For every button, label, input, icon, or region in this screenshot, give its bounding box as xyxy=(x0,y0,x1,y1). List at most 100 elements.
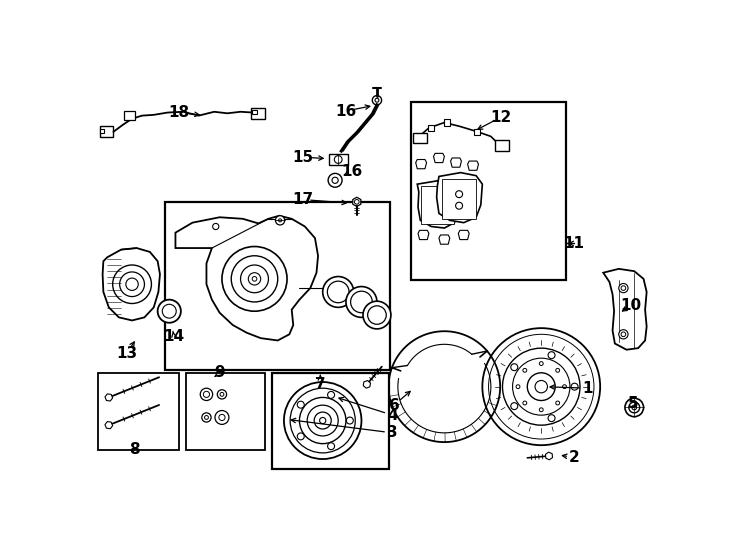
Text: 13: 13 xyxy=(116,346,137,361)
Circle shape xyxy=(511,364,517,370)
Circle shape xyxy=(619,330,628,339)
Circle shape xyxy=(372,96,382,105)
Bar xyxy=(428,125,435,131)
Polygon shape xyxy=(417,180,460,228)
Polygon shape xyxy=(468,161,479,170)
Circle shape xyxy=(503,348,580,425)
Circle shape xyxy=(241,265,269,293)
Text: 6: 6 xyxy=(388,397,399,413)
Text: 3: 3 xyxy=(387,426,398,440)
Bar xyxy=(165,202,390,370)
Circle shape xyxy=(621,332,625,336)
Circle shape xyxy=(355,200,359,204)
Polygon shape xyxy=(603,269,647,350)
Circle shape xyxy=(231,256,277,302)
Circle shape xyxy=(314,412,331,429)
Circle shape xyxy=(328,173,342,187)
Circle shape xyxy=(299,397,346,444)
Circle shape xyxy=(511,403,517,409)
Bar xyxy=(252,110,257,114)
Polygon shape xyxy=(363,381,371,388)
Text: 17: 17 xyxy=(292,192,313,207)
Bar xyxy=(411,102,566,280)
Polygon shape xyxy=(434,153,444,163)
Circle shape xyxy=(512,358,570,415)
Circle shape xyxy=(327,392,335,399)
Circle shape xyxy=(205,416,208,420)
Circle shape xyxy=(290,388,355,453)
Bar xyxy=(124,111,135,120)
Bar xyxy=(98,373,179,450)
Circle shape xyxy=(556,401,559,405)
Circle shape xyxy=(346,287,377,318)
Bar xyxy=(250,108,264,119)
Circle shape xyxy=(523,368,527,372)
Polygon shape xyxy=(458,231,469,240)
Circle shape xyxy=(368,306,386,325)
Circle shape xyxy=(297,433,304,440)
Bar xyxy=(413,132,426,143)
Text: 2: 2 xyxy=(569,450,580,465)
Circle shape xyxy=(539,408,543,411)
Polygon shape xyxy=(451,158,462,167)
Text: 1: 1 xyxy=(583,381,593,396)
Circle shape xyxy=(222,247,287,311)
Circle shape xyxy=(548,352,555,359)
Text: 12: 12 xyxy=(490,110,512,125)
Circle shape xyxy=(619,284,628,293)
Polygon shape xyxy=(418,231,429,240)
Circle shape xyxy=(456,202,462,209)
Text: 9: 9 xyxy=(214,365,225,380)
Circle shape xyxy=(562,384,567,389)
Bar xyxy=(421,186,454,224)
Circle shape xyxy=(120,272,145,296)
Circle shape xyxy=(252,276,257,281)
Circle shape xyxy=(527,373,555,401)
Bar xyxy=(495,140,509,151)
Text: 16: 16 xyxy=(335,104,357,118)
Circle shape xyxy=(278,219,282,222)
Bar xyxy=(100,129,104,132)
Circle shape xyxy=(217,390,227,399)
Text: 5: 5 xyxy=(628,396,638,411)
Circle shape xyxy=(351,291,372,313)
Circle shape xyxy=(556,368,559,372)
Circle shape xyxy=(126,278,138,291)
Polygon shape xyxy=(545,452,553,460)
Circle shape xyxy=(346,417,353,424)
Circle shape xyxy=(158,300,181,323)
Circle shape xyxy=(215,410,229,424)
Text: 18: 18 xyxy=(168,105,189,120)
Circle shape xyxy=(548,415,555,422)
Circle shape xyxy=(297,401,304,408)
Circle shape xyxy=(375,98,379,102)
Text: 14: 14 xyxy=(164,329,184,344)
Circle shape xyxy=(323,276,354,307)
Circle shape xyxy=(220,393,224,396)
Text: 11: 11 xyxy=(563,236,584,251)
Circle shape xyxy=(308,405,338,436)
Text: 10: 10 xyxy=(619,298,641,313)
Circle shape xyxy=(203,392,209,397)
Text: 8: 8 xyxy=(129,442,139,457)
Circle shape xyxy=(248,273,261,285)
Circle shape xyxy=(523,401,527,405)
Polygon shape xyxy=(437,173,482,222)
Circle shape xyxy=(275,215,285,225)
Circle shape xyxy=(334,156,342,164)
Circle shape xyxy=(456,191,462,198)
Bar xyxy=(442,179,476,219)
Circle shape xyxy=(629,402,639,413)
Polygon shape xyxy=(353,197,361,206)
Text: 7: 7 xyxy=(315,377,326,392)
Bar xyxy=(100,126,114,137)
Bar xyxy=(272,373,389,469)
Circle shape xyxy=(327,443,335,450)
Circle shape xyxy=(625,398,644,417)
Polygon shape xyxy=(415,159,426,168)
Bar xyxy=(329,154,347,165)
Circle shape xyxy=(516,384,520,389)
Circle shape xyxy=(482,328,600,445)
Circle shape xyxy=(332,177,338,184)
Text: 16: 16 xyxy=(341,164,363,179)
